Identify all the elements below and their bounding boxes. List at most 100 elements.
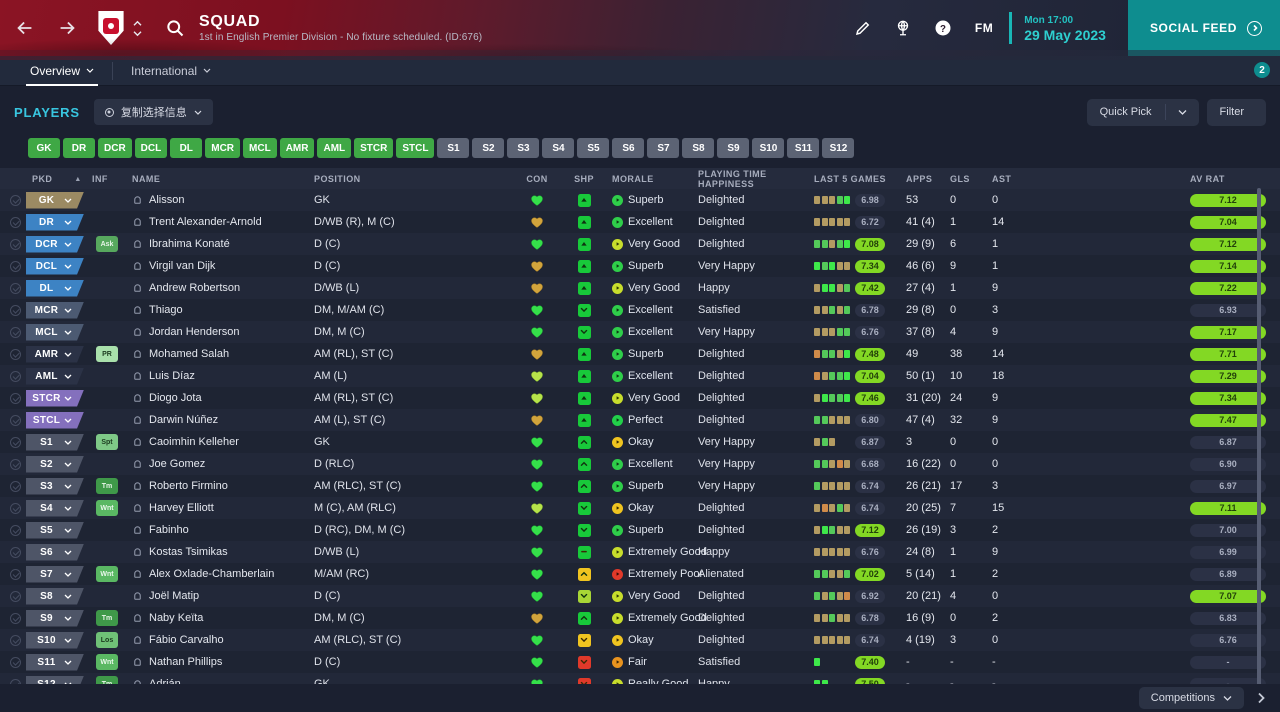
row-checkbox[interactable] [10,216,21,228]
pkd-cell[interactable]: S8 [26,585,92,607]
pkd-cell[interactable]: MCL [26,321,92,343]
row-checkbox[interactable] [10,480,21,492]
th-condition[interactable]: CON [514,168,560,189]
row-checkbox[interactable] [10,612,21,624]
row-select-cell[interactable] [0,497,26,519]
row-checkbox[interactable] [10,524,21,536]
position-tag-s4[interactable]: S4 [542,138,575,158]
row-select-cell[interactable] [0,431,26,453]
position-tag-s8[interactable]: S8 [682,138,715,158]
table-row[interactable]: S5 Fabinho D (RC), DM, M (C) Superb Delighte… [0,519,1280,541]
club-switch-icon[interactable] [132,20,143,37]
th-assists[interactable]: AST [992,168,1034,189]
notification-badge[interactable]: 2 [1254,62,1270,78]
position-tag-s12[interactable]: S12 [822,138,855,158]
table-row[interactable]: S11 Wnt Nathan Phillips D (C) Fair Satisfied 7… [0,651,1280,673]
pkd-cell[interactable]: S11 [26,651,92,673]
row-select-cell[interactable] [0,387,26,409]
vertical-scrollbar[interactable] [1257,188,1261,712]
row-select-cell[interactable] [0,519,26,541]
position-tag-gk[interactable]: GK [28,138,60,158]
name-cell[interactable]: Fábio Carvalho [124,629,314,651]
row-checkbox[interactable] [10,634,21,646]
info-badge[interactable]: Tm [96,610,118,626]
pkd-badge[interactable]: GK [26,191,84,209]
th-last-5-games[interactable]: LAST 5 GAMES [810,168,906,189]
position-tag-s5[interactable]: S5 [577,138,610,158]
table-row[interactable]: S6 Kostas Tsimikas D/WB (L) Extremely Good H… [0,541,1280,563]
table-row[interactable]: S7 Wnt Alex Oxlade-Chamberlain M/AM (RC) Ext… [0,563,1280,585]
name-cell[interactable]: Darwin Núñez [124,409,314,431]
position-tag-dr[interactable]: DR [63,138,95,158]
th-name[interactable]: NAME [124,168,314,189]
pkd-badge[interactable]: S10 [26,631,84,649]
th-sharpness[interactable]: SHP [560,168,608,189]
pkd-badge[interactable]: MCL [26,323,84,341]
pkd-badge[interactable]: S2 [26,455,84,473]
filter-button[interactable]: Filter [1206,98,1266,126]
row-checkbox[interactable] [10,590,21,602]
row-checkbox[interactable] [10,282,21,294]
quick-pick-dropdown[interactable] [1166,109,1199,115]
pkd-badge[interactable]: S11 [26,653,84,671]
pkd-badge[interactable]: S9 [26,609,84,627]
competitions-button[interactable]: Competitions [1138,687,1244,709]
pkd-badge[interactable]: DCL [26,257,84,275]
pkd-cell[interactable]: S4 [26,497,92,519]
th-select-all[interactable] [0,168,26,189]
position-tag-s7[interactable]: S7 [647,138,680,158]
name-cell[interactable]: Ibrahima Konaté [124,233,314,255]
search-icon[interactable] [165,18,185,38]
row-select-cell[interactable] [0,563,26,585]
table-row[interactable]: MCL Jordan Henderson DM, M (C) Excellent Ver… [0,321,1280,343]
subnav-item-overview[interactable]: Overview [14,56,110,86]
row-checkbox[interactable] [10,326,21,338]
name-cell[interactable]: Caoimhin Kelleher [124,431,314,453]
pkd-badge[interactable]: DR [26,213,84,231]
next-page-arrow-icon[interactable] [1254,691,1268,705]
pkd-cell[interactable]: S5 [26,519,92,541]
pkd-badge[interactable]: STCR [26,389,84,407]
table-row[interactable]: MCR Thiago DM, M/AM (C) Excellent Satisfied 6… [0,299,1280,321]
name-cell[interactable]: Andrew Robertson [124,277,314,299]
name-cell[interactable]: Naby Keïta [124,607,314,629]
pkd-cell[interactable]: S2 [26,453,92,475]
name-cell[interactable]: Alisson [124,189,314,211]
pkd-cell[interactable]: MCR [26,299,92,321]
row-checkbox[interactable] [10,656,21,668]
pkd-badge[interactable]: DL [26,279,84,297]
row-select-cell[interactable] [0,189,26,211]
name-cell[interactable]: Trent Alexander-Arnold [124,211,314,233]
row-checkbox[interactable] [10,458,21,470]
row-checkbox[interactable] [10,392,21,404]
social-feed-button[interactable]: SOCIAL FEED [1127,0,1280,56]
row-select-cell[interactable] [0,277,26,299]
th-average-rating[interactable]: AV RAT [1184,168,1266,189]
position-tag-dcl[interactable]: DCL [134,138,168,158]
th-playing-time-happiness[interactable]: PLAYING TIME HAPPINESS [698,168,810,189]
pkd-badge[interactable]: AMR [26,345,84,363]
name-cell[interactable]: Roberto Firmino [124,475,314,497]
position-tag-s3[interactable]: S3 [507,138,540,158]
row-checkbox[interactable] [10,260,21,272]
row-checkbox[interactable] [10,194,21,206]
pkd-cell[interactable]: STCL [26,409,92,431]
pkd-cell[interactable]: DCR [26,233,92,255]
pkd-badge[interactable]: MCR [26,301,84,319]
row-checkbox[interactable] [10,370,21,382]
row-select-cell[interactable] [0,629,26,651]
pkd-cell[interactable]: S1 [26,431,92,453]
position-tag-s6[interactable]: S6 [612,138,645,158]
table-row[interactable]: S2 Joe Gomez D (RLC) Excellent Very Happy 6.6… [0,453,1280,475]
pkd-badge[interactable]: S6 [26,543,84,561]
pkd-badge[interactable]: S5 [26,521,84,539]
position-tag-dl[interactable]: DL [170,138,203,158]
table-row[interactable]: AML Luis Díaz AM (L) Excellent Delighted 7.04… [0,365,1280,387]
table-row[interactable]: DR Trent Alexander-Arnold D/WB (R), M (C) E… [0,211,1280,233]
row-select-cell[interactable] [0,651,26,673]
row-checkbox[interactable] [10,238,21,250]
pkd-badge[interactable]: S7 [26,565,84,583]
row-select-cell[interactable] [0,321,26,343]
name-cell[interactable]: Harvey Elliott [124,497,314,519]
pkd-badge[interactable]: DCR [26,235,84,253]
